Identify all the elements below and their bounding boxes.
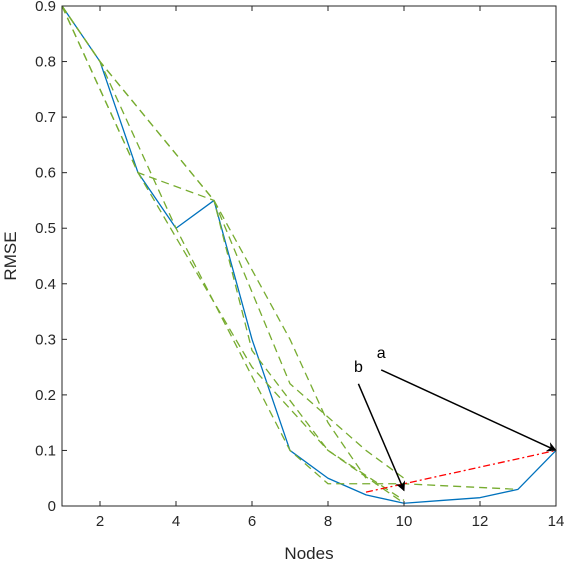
y-tick-label: 0.2 <box>35 387 56 404</box>
x-tick-label: 12 <box>472 513 489 530</box>
y-tick-label: 0.1 <box>35 442 56 459</box>
annotation-arrow-a <box>380 369 557 452</box>
x-tick-label: 6 <box>248 513 256 530</box>
x-tick-label: 14 <box>548 513 565 530</box>
y-tick-label: 0.8 <box>35 54 56 71</box>
axes-box <box>61 5 557 507</box>
y-tick-label: 0.7 <box>35 109 56 126</box>
x-axis-label: Nodes <box>284 544 333 563</box>
x-tick-label: 8 <box>324 513 332 530</box>
y-tick-label: 0.3 <box>35 331 56 348</box>
y-axis-label: RMSE <box>1 231 20 280</box>
y-tick-label: 0 <box>48 498 56 515</box>
y-tick-label: 0.9 <box>35 0 56 15</box>
y-tick-label: 0.4 <box>35 276 56 293</box>
tick-layer: 2 4 6 8 10 12 14 0 0.1 0.2 0.3 0.4 0.5 0.6 0.7 0.8 0.9 <box>35 0 564 530</box>
x-tick-label: 10 <box>396 513 413 530</box>
annotation-layer: ab <box>354 345 557 492</box>
annotation-label-b: b <box>354 359 363 376</box>
series-line-6-dashed <box>61 5 405 479</box>
annotation-label-a: a <box>377 345 386 362</box>
plot-area <box>62 6 556 506</box>
annotation-arrow-b <box>357 383 406 492</box>
y-tick-label: 0.5 <box>35 220 56 237</box>
x-tick-label: 4 <box>172 513 180 530</box>
series-line-5-dashed <box>61 5 405 501</box>
x-tick-label: 2 <box>96 513 104 530</box>
series-line-1-solid <box>61 5 557 504</box>
y-tick-label: 0.6 <box>35 165 56 182</box>
